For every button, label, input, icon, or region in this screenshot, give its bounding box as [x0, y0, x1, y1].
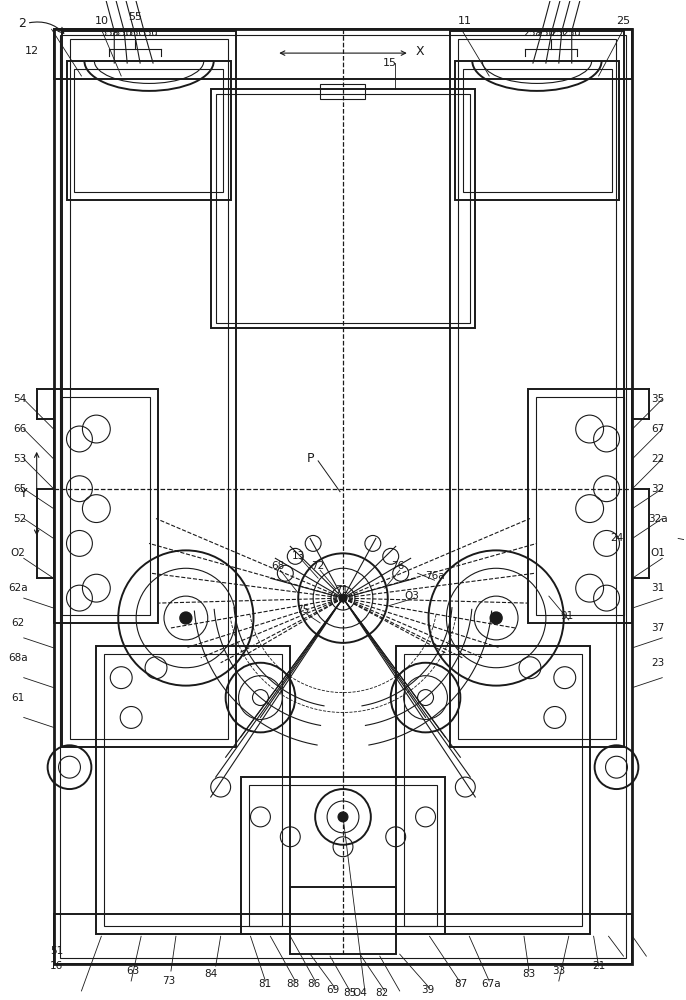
Text: 53: 53 — [13, 454, 26, 464]
Text: 65: 65 — [13, 484, 26, 494]
Text: 33: 33 — [552, 966, 565, 976]
Text: 25: 25 — [617, 16, 630, 26]
Text: 13: 13 — [292, 551, 305, 561]
Text: 86: 86 — [307, 979, 321, 989]
Text: 68a: 68a — [8, 653, 27, 663]
Text: 66: 66 — [13, 424, 26, 434]
Text: 81: 81 — [258, 979, 271, 989]
Bar — [54, 389, 158, 623]
Text: 63: 63 — [126, 966, 140, 976]
Text: 51: 51 — [50, 946, 63, 956]
Text: 62a: 62a — [8, 583, 27, 593]
Text: 55a: 55a — [100, 28, 119, 38]
Bar — [458, 39, 617, 739]
Text: 62: 62 — [11, 618, 25, 628]
Text: 85: 85 — [343, 988, 357, 998]
Bar — [241, 777, 445, 934]
Text: Y: Y — [20, 487, 27, 500]
Bar — [54, 914, 632, 964]
Text: 55: 55 — [128, 12, 142, 22]
Text: 15: 15 — [383, 58, 397, 68]
Text: 35: 35 — [652, 394, 665, 404]
Text: 75: 75 — [296, 605, 310, 615]
Text: X: X — [415, 45, 424, 58]
Text: 2: 2 — [18, 17, 25, 30]
Text: 25d: 25d — [563, 28, 581, 38]
Text: 11: 11 — [458, 16, 471, 26]
Text: 67: 67 — [652, 424, 665, 434]
Text: 88: 88 — [287, 979, 300, 989]
Bar — [60, 35, 626, 958]
Text: 25c: 25c — [550, 28, 568, 38]
Bar — [54, 29, 632, 964]
Bar — [456, 61, 619, 200]
Bar — [248, 785, 438, 926]
Bar — [67, 61, 230, 200]
Text: 67a: 67a — [482, 979, 501, 989]
Circle shape — [339, 594, 347, 602]
Bar — [290, 887, 396, 954]
Text: 31: 31 — [652, 583, 665, 593]
Text: 68: 68 — [272, 561, 285, 571]
Bar — [403, 654, 582, 926]
Text: 55d: 55d — [139, 28, 157, 38]
Text: O3: O3 — [404, 591, 419, 601]
Text: O1: O1 — [651, 548, 665, 558]
Bar — [396, 646, 590, 934]
Text: 73: 73 — [163, 976, 176, 986]
Text: O2: O2 — [10, 548, 25, 558]
Text: 71: 71 — [335, 585, 348, 595]
Text: 39: 39 — [421, 985, 434, 995]
Bar — [320, 84, 365, 99]
Bar — [62, 31, 235, 747]
Text: 87: 87 — [455, 979, 468, 989]
Circle shape — [180, 612, 192, 624]
Bar — [75, 69, 223, 192]
Bar — [463, 69, 611, 192]
Bar — [528, 389, 632, 623]
Text: 25a: 25a — [523, 28, 542, 38]
Text: 25b: 25b — [536, 28, 555, 38]
Text: 76a: 76a — [425, 571, 445, 581]
Text: 16: 16 — [50, 961, 63, 971]
Text: 10: 10 — [95, 16, 108, 26]
Bar — [69, 39, 228, 739]
Text: 32: 32 — [652, 484, 665, 494]
Text: 76: 76 — [391, 561, 404, 571]
Bar — [54, 29, 632, 79]
Bar — [96, 646, 290, 934]
Text: 91: 91 — [560, 611, 573, 621]
Circle shape — [490, 612, 502, 624]
Text: 24: 24 — [610, 533, 623, 543]
Text: 69: 69 — [327, 985, 340, 995]
Text: 84: 84 — [204, 969, 217, 979]
Text: 72: 72 — [311, 561, 324, 571]
Text: O4: O4 — [353, 988, 367, 998]
Text: 83: 83 — [522, 969, 536, 979]
Bar — [62, 397, 150, 615]
Bar — [211, 89, 475, 328]
Text: 37: 37 — [652, 623, 665, 633]
Text: 22: 22 — [652, 454, 665, 464]
Text: P: P — [307, 452, 314, 465]
Text: 21: 21 — [592, 961, 605, 971]
Text: 52: 52 — [13, 514, 26, 524]
Text: 54: 54 — [13, 394, 26, 404]
Bar — [104, 654, 283, 926]
Text: 55b: 55b — [113, 28, 132, 38]
Bar — [536, 397, 624, 615]
Text: 61: 61 — [11, 693, 25, 703]
Text: 82: 82 — [375, 988, 388, 998]
Text: 55c: 55c — [126, 28, 144, 38]
Text: 12: 12 — [25, 46, 39, 56]
Text: 23: 23 — [652, 658, 665, 668]
Circle shape — [338, 812, 348, 822]
Bar — [215, 94, 471, 323]
Bar — [451, 31, 624, 747]
Text: 32a: 32a — [648, 514, 668, 524]
